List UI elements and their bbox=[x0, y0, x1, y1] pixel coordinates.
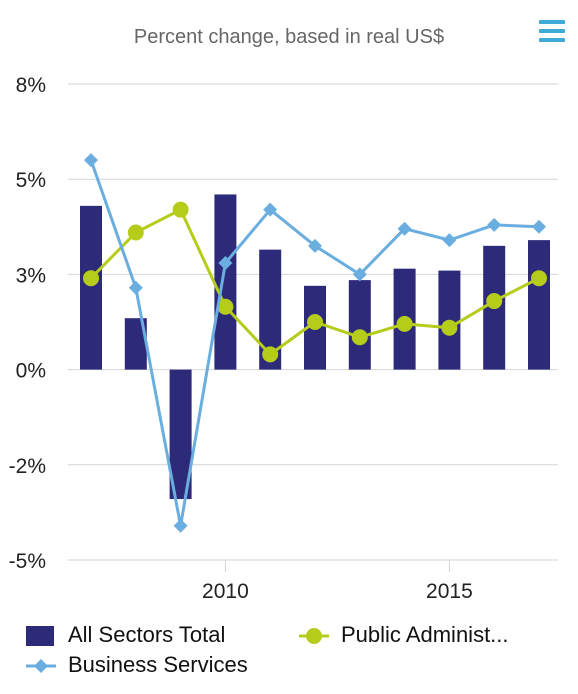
y-tick-label: 8% bbox=[16, 74, 46, 97]
y-tick-label: 5% bbox=[16, 169, 46, 192]
bar bbox=[124, 318, 147, 370]
chart-title: Percent change, based in real US$ bbox=[133, 26, 445, 48]
point bbox=[172, 201, 189, 218]
legend-diamond-marker-icon bbox=[26, 659, 56, 673]
y-tick-label: 0% bbox=[16, 360, 46, 383]
point bbox=[531, 270, 547, 287]
point bbox=[262, 346, 279, 363]
bar bbox=[214, 194, 237, 370]
point bbox=[128, 280, 143, 295]
point bbox=[84, 153, 98, 168]
legend-label-all-sectors: All Sectors Total bbox=[68, 622, 226, 647]
x-tick-label: 2010 bbox=[202, 580, 249, 603]
legend-circle-marker-icon bbox=[299, 628, 329, 644]
y-tick-label: 3% bbox=[16, 264, 46, 287]
point bbox=[218, 255, 233, 270]
bar bbox=[80, 205, 102, 370]
point bbox=[532, 219, 546, 234]
point bbox=[307, 314, 323, 330]
bar bbox=[348, 280, 371, 370]
legend-label-business-services: Business Services bbox=[68, 652, 248, 677]
point bbox=[127, 224, 144, 241]
point bbox=[217, 298, 234, 315]
point bbox=[351, 329, 368, 346]
point bbox=[263, 202, 278, 217]
legend-label-public-admin: Public Administ... bbox=[341, 622, 509, 647]
point bbox=[442, 233, 457, 248]
bar bbox=[169, 369, 192, 500]
point bbox=[83, 270, 99, 287]
y-tick-label: -5% bbox=[9, 550, 46, 573]
x-tick-label: 2015 bbox=[426, 580, 473, 603]
point bbox=[173, 518, 188, 533]
legend-bar-swatch bbox=[26, 626, 54, 646]
point bbox=[486, 293, 503, 310]
point bbox=[308, 238, 322, 253]
y-tick-label: -2% bbox=[9, 455, 46, 478]
point bbox=[397, 221, 412, 236]
point bbox=[396, 315, 413, 332]
bar bbox=[528, 240, 550, 370]
point bbox=[352, 267, 367, 282]
hamburger-menu-icon[interactable] bbox=[536, 18, 568, 44]
point bbox=[441, 319, 458, 336]
point bbox=[487, 217, 502, 232]
bar bbox=[259, 249, 282, 370]
